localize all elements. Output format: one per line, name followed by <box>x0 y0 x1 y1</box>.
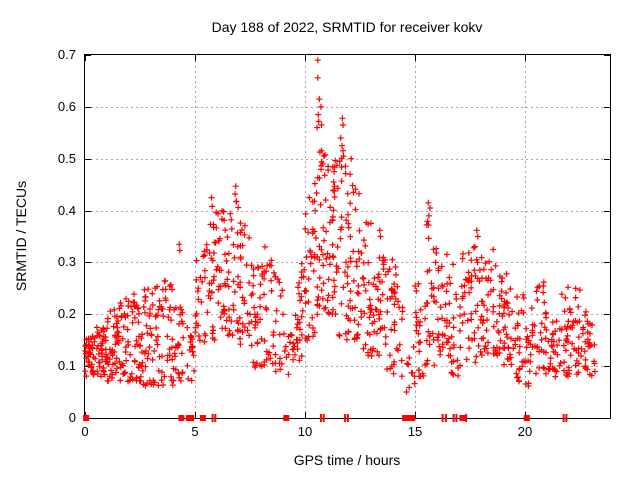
y-tick-label: 0.5 <box>57 151 76 166</box>
y-tick-label: 0.2 <box>57 306 76 321</box>
x-tick-label: 0 <box>81 424 89 439</box>
chart-title: Day 188 of 2022, SRMTID for receiver kok… <box>211 19 483 35</box>
x-tick-label: 15 <box>407 424 423 439</box>
x-axis-title: GPS time / hours <box>293 452 401 468</box>
y-axis-title: SRMTID / TECUs <box>13 180 29 292</box>
y-tick-label: 0.7 <box>57 47 76 62</box>
x-tick-label: 10 <box>297 424 313 439</box>
scatter-series-srmtid <box>82 57 598 395</box>
y-tick-label: 0.6 <box>57 99 76 114</box>
y-tick-label: 0.4 <box>57 203 76 218</box>
y-tick-label: 0.3 <box>57 254 76 269</box>
y-tick-label: 0 <box>68 410 76 425</box>
x-tick-label: 20 <box>517 424 533 439</box>
x-tick-label: 5 <box>191 424 199 439</box>
y-tick-label: 0.1 <box>57 358 76 373</box>
axis-gap-markers <box>83 414 568 422</box>
